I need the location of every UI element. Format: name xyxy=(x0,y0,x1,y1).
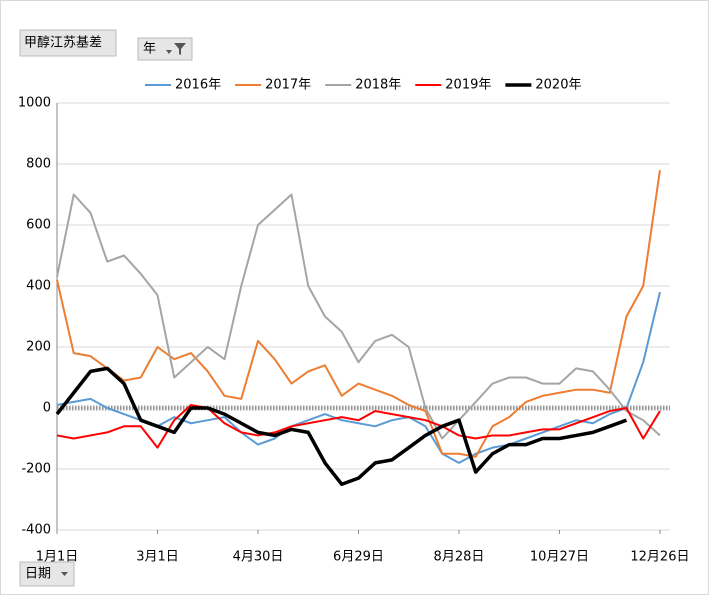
y-tick-label: 1000 xyxy=(18,96,51,111)
y-tick-label: -200 xyxy=(21,462,51,477)
x-tick-label: 8月28日 xyxy=(434,550,485,565)
series-line xyxy=(55,366,628,486)
y-tick-label: 800 xyxy=(26,157,51,172)
x-tick-label: 12月26日 xyxy=(630,550,689,565)
legend-label: 2016年 xyxy=(175,78,221,93)
series-line xyxy=(56,169,661,458)
y-tick-label: 600 xyxy=(26,218,51,233)
x-tick-label: 3月1日 xyxy=(136,550,179,565)
dropdown-icon xyxy=(61,572,68,576)
x-tick-label: 10月27日 xyxy=(530,550,589,565)
legend-field-label: 年 xyxy=(143,42,156,57)
series-line xyxy=(56,193,661,440)
legend-label: 2018年 xyxy=(355,78,401,93)
legend-label: 2019年 xyxy=(445,78,491,93)
value-field-label: 甲醇江苏基差 xyxy=(24,35,102,51)
filter-icon xyxy=(166,43,186,55)
x-tick-label: 1月1日 xyxy=(36,550,79,565)
series-line xyxy=(56,403,661,449)
x-tick-label: 6月29日 xyxy=(333,550,384,565)
x-tick-label: 4月30日 xyxy=(233,550,284,565)
y-tick-label: 0 xyxy=(43,401,51,416)
y-tick-label: -400 xyxy=(21,523,51,538)
legend-label: 2020年 xyxy=(535,78,581,93)
value-field-button[interactable] xyxy=(19,29,117,57)
axis-field-label: 日期 xyxy=(25,567,51,582)
legend-label: 2017年 xyxy=(265,78,311,93)
y-tick-label: 400 xyxy=(26,279,51,294)
y-tick-label: 200 xyxy=(26,340,51,355)
